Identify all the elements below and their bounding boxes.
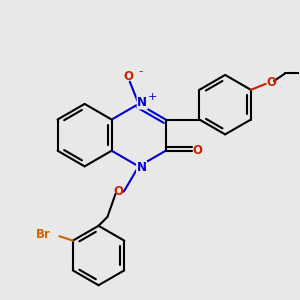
Text: +: + [147, 92, 157, 101]
Text: -: - [138, 65, 142, 78]
Text: O: O [266, 76, 276, 89]
Text: O: O [193, 144, 203, 157]
Text: Br: Br [36, 228, 50, 241]
Text: N: N [137, 96, 147, 109]
Text: O: O [113, 185, 124, 198]
Text: N: N [136, 161, 147, 174]
Text: O: O [123, 70, 133, 83]
